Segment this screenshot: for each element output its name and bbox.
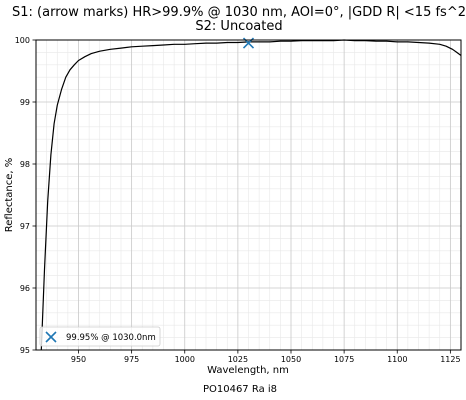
legend-label: 99.95% @ 1030.0nm [66,333,156,343]
x-ticks: 950 975 1000 1025 1050 1075 1100 1125 [71,350,461,364]
y-tick-label: 96 [20,284,30,293]
legend-marker-icon [45,331,57,343]
plot-frame [35,39,462,351]
y-tick-label: 95 [20,346,30,355]
y-tick-label: 97 [20,222,30,231]
series-line-0 [40,39,462,351]
x-tick-label: 1100 [387,355,407,364]
y-ticks: 95 96 97 98 99 100 [15,36,36,355]
grid-lines [35,39,462,351]
x-tick-label: 1000 [175,355,195,364]
y-tick-label: 98 [20,160,30,169]
series-layer [40,39,462,351]
x-tick-label: 1125 [440,355,460,364]
x-tick-label: 1075 [334,355,354,364]
legend-box [39,326,161,347]
legend-marker-x [45,331,57,343]
legend: 99.95% @ 1030.0nm [39,326,161,347]
y-tick-label: 100 [15,36,30,45]
x-tick-label: 975 [124,355,139,364]
y-tick-label: 99 [20,98,30,107]
x-tick-label: 1050 [281,355,301,364]
x-tick-label: 950 [71,355,86,364]
footer-text: PO10467 Ra i8 [203,384,277,395]
x-tick-label: 1025 [228,355,248,364]
chart-title-line-1: S1: (arrow marks) HR>99.9% @ 1030 nm, AO… [12,5,466,20]
chart-title-line-2: S2: Uncoated [195,19,282,34]
y-axis-label: Reflectance, % [4,158,15,233]
x-axis-label: Wavelength, nm [207,365,289,376]
